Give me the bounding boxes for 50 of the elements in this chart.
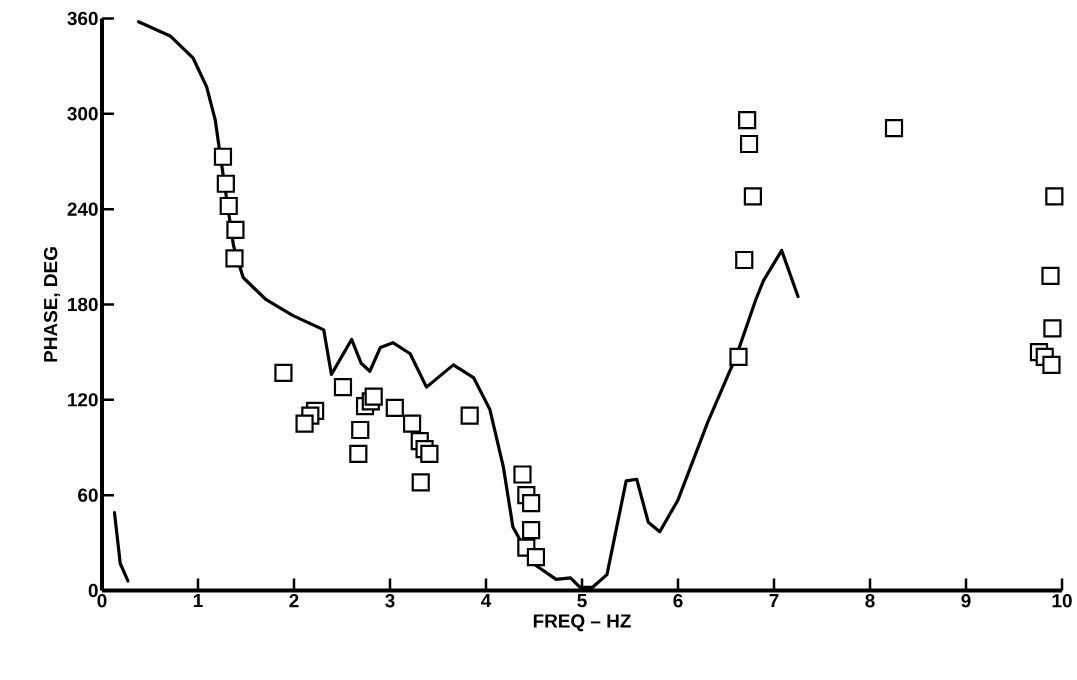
x-tick-label: 5 — [577, 594, 587, 608]
y-tick-label: 120 — [68, 393, 98, 407]
x-tick-label: 1 — [193, 594, 203, 608]
point — [420, 444, 439, 463]
y-tick-label: 180 — [68, 297, 98, 312]
y-tick-label: 300 — [67, 107, 98, 121]
x-tick-label: 7 — [769, 594, 779, 608]
point — [1042, 355, 1061, 374]
point — [743, 187, 762, 206]
point — [349, 444, 368, 463]
point — [213, 147, 233, 166]
x-tick-label: 3 — [385, 594, 395, 608]
point — [1041, 266, 1060, 285]
x-tick-label: 8 — [865, 594, 875, 608]
x-tick-label: 6 — [673, 594, 683, 608]
point — [219, 196, 238, 216]
point — [216, 174, 235, 193]
point — [226, 220, 245, 239]
point — [1043, 319, 1062, 338]
y-tick-label: 240 — [67, 202, 98, 216]
point — [402, 414, 422, 433]
y-axis-title: PHASE, DEG — [43, 247, 61, 362]
point — [460, 406, 479, 425]
point — [735, 250, 754, 270]
point — [364, 387, 383, 406]
point — [729, 347, 748, 367]
x-tick-label: 10 — [1052, 594, 1072, 608]
point — [884, 119, 904, 138]
x-axis-title: FREQ – HZ — [533, 614, 631, 632]
x-tick-label: 2 — [289, 594, 299, 608]
point — [295, 414, 314, 433]
x-tick-label: 4 — [481, 594, 492, 608]
point — [333, 378, 353, 397]
point — [522, 521, 541, 540]
point — [274, 363, 293, 382]
point — [1045, 187, 1064, 206]
y-tick-label: 0 — [88, 583, 98, 598]
point — [513, 465, 532, 484]
point — [411, 473, 430, 492]
y-tick-label: 360 — [67, 11, 98, 26]
point — [351, 420, 370, 440]
point — [225, 249, 244, 268]
point — [385, 398, 404, 417]
point — [526, 548, 546, 567]
point — [739, 134, 759, 154]
point — [522, 494, 541, 513]
x-tick-label: 0 — [97, 594, 107, 608]
y-tick-label: 60 — [78, 488, 98, 502]
point — [738, 111, 757, 130]
x-tick-label: 9 — [961, 594, 971, 608]
